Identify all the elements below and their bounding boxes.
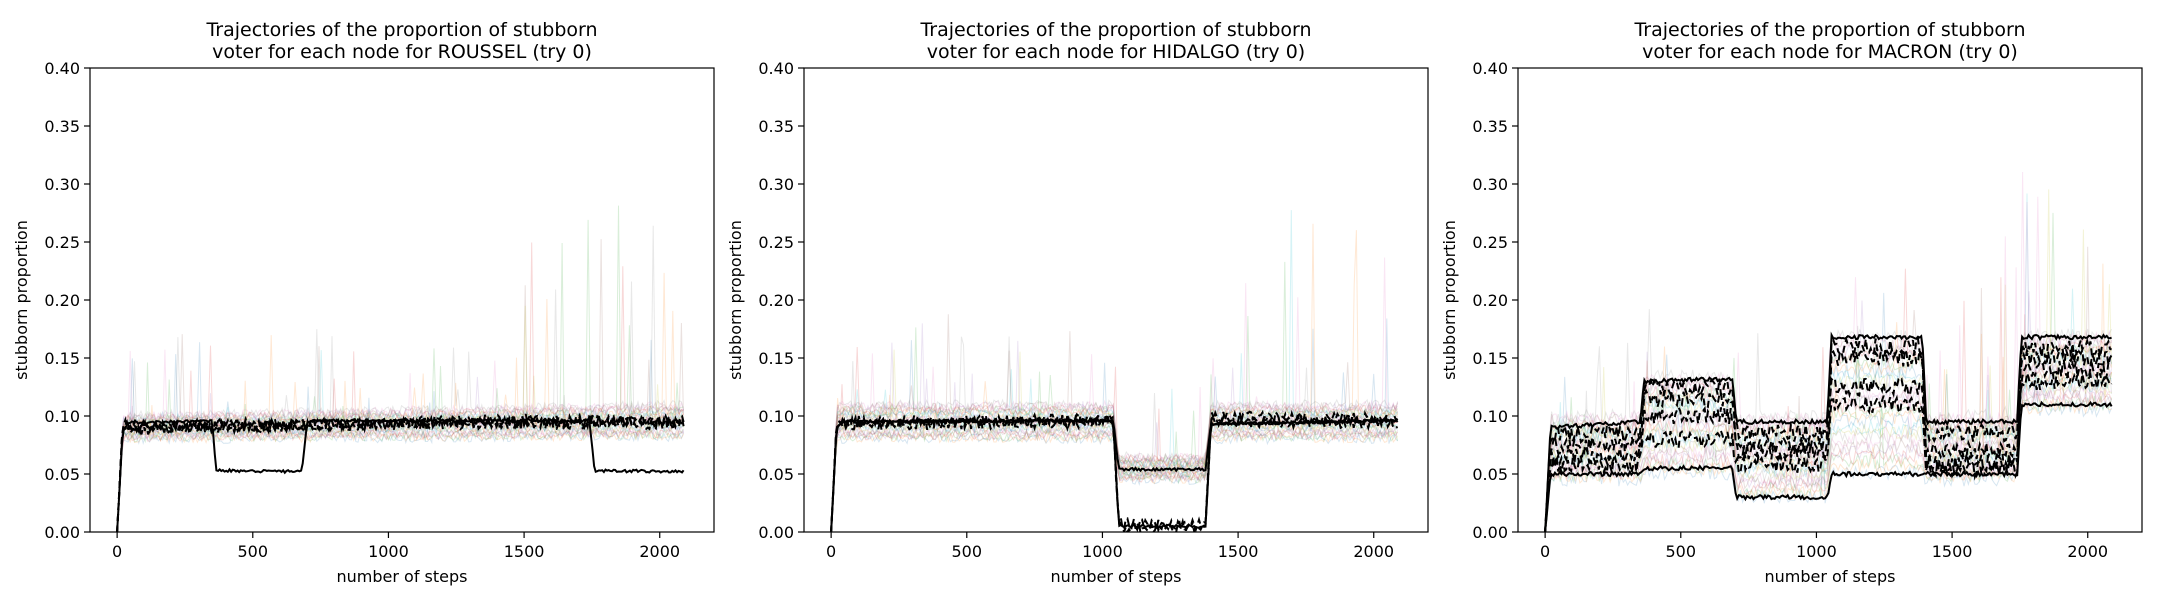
subplot-macron: Trajectories of the proportion of stubbo… <box>1440 19 2143 586</box>
plot-area <box>116 205 685 532</box>
y-tick-label: 0.20 <box>758 291 794 310</box>
x-tick-label: 1000 <box>1082 542 1123 561</box>
node-trajectory <box>116 376 684 532</box>
plot-area <box>830 210 1399 532</box>
mean-trajectory-dashed <box>116 413 685 532</box>
chart-title-line1: Trajectories of the proportion of stubbo… <box>1633 19 2025 41</box>
plot-area <box>1544 171 2113 532</box>
y-tick-label: 0.10 <box>758 407 794 426</box>
chart-title-line2: voter for each node for MACRON (try 0) <box>1642 41 2018 63</box>
node-trajectory <box>830 314 1399 532</box>
y-tick-label: 0.40 <box>1472 59 1508 78</box>
y-tick-label: 0.30 <box>44 175 80 194</box>
node-trajectory <box>116 358 684 532</box>
node-trajectory <box>116 225 685 532</box>
y-tick-label: 0.15 <box>1472 349 1508 368</box>
node-trajectory <box>116 393 684 532</box>
node-trajectory <box>830 336 1399 532</box>
x-tick-label: 0 <box>112 542 122 561</box>
y-tick-label: 0.35 <box>1472 117 1508 136</box>
chart-title-line2: voter for each node for HIDALGO (try 0) <box>927 41 1305 63</box>
x-axis-label: number of steps <box>337 567 468 586</box>
mean-trajectory-dashed <box>116 412 685 532</box>
chart-title-line1: Trajectories of the proportion of stubbo… <box>205 19 597 41</box>
x-tick-label: 1500 <box>1932 542 1973 561</box>
y-tick-label: 0.00 <box>44 523 80 542</box>
node-trajectory <box>830 261 1399 532</box>
mean-trajectory-solid <box>1544 331 2112 532</box>
y-tick-label: 0.40 <box>758 59 794 78</box>
mean-trajectory-dashed <box>830 409 1399 532</box>
x-axis-label: number of steps <box>1765 567 1896 586</box>
y-tick-label: 0.00 <box>758 523 794 542</box>
node-trajectory <box>116 205 684 532</box>
mean-trajectory-solid <box>1544 400 2113 532</box>
subplot-roussel: Trajectories of the proportion of stubbo… <box>12 19 715 586</box>
x-tick-label: 2000 <box>639 542 680 561</box>
axes-frame <box>89 67 715 533</box>
y-tick-label: 0.05 <box>758 465 794 484</box>
node-trajectory <box>116 272 685 532</box>
mean-trajectory-dashed <box>116 414 685 532</box>
y-tick-label: 0.20 <box>44 291 80 310</box>
x-tick-label: 0 <box>826 542 836 561</box>
mean-trajectory-dashed <box>1544 371 2113 532</box>
y-tick-label: 0.35 <box>44 117 80 136</box>
y-tick-label: 0.00 <box>1472 523 1508 542</box>
node-trajectory <box>116 365 684 532</box>
y-axis-label: stubborn proportion <box>726 220 745 380</box>
node-trajectory <box>116 334 684 532</box>
node-trajectory <box>116 281 685 532</box>
x-tick-label: 0 <box>1540 542 1550 561</box>
node-trajectory <box>116 242 685 532</box>
node-trajectory <box>116 351 684 532</box>
mean-trajectory-dashed <box>1544 335 2112 532</box>
node-trajectory <box>830 223 1398 532</box>
y-tick-label: 0.15 <box>758 349 794 368</box>
y-tick-label: 0.25 <box>1472 233 1508 252</box>
y-tick-label: 0.10 <box>1472 407 1508 426</box>
node-trajectory <box>116 242 684 532</box>
y-tick-label: 0.35 <box>758 117 794 136</box>
node-trajectory <box>116 357 685 532</box>
node-trajectory <box>116 360 685 532</box>
node-trajectory <box>830 346 1399 532</box>
x-tick-label: 2000 <box>1353 542 1394 561</box>
y-tick-label: 0.05 <box>1472 465 1508 484</box>
subplot-hidalgo: Trajectories of the proportion of stubbo… <box>726 19 1429 586</box>
node-trajectory <box>830 323 1399 532</box>
node-trajectory <box>116 339 685 532</box>
chart-title-line1: Trajectories of the proportion of stubbo… <box>919 19 1311 41</box>
y-tick-label: 0.30 <box>1472 175 1508 194</box>
x-tick-label: 2000 <box>2067 542 2108 561</box>
x-tick-label: 500 <box>1666 542 1697 561</box>
y-tick-label: 0.25 <box>44 233 80 252</box>
y-axis-label: stubborn proportion <box>12 220 31 380</box>
chart-title-line2: voter for each node for ROUSSEL (try 0) <box>212 41 592 63</box>
x-axis-label: number of steps <box>1051 567 1182 586</box>
x-tick-label: 1500 <box>1218 542 1259 561</box>
y-tick-label: 0.25 <box>758 233 794 252</box>
x-tick-label: 1000 <box>1796 542 1837 561</box>
y-tick-label: 0.05 <box>44 465 80 484</box>
node-trajectory <box>116 375 685 532</box>
x-tick-label: 500 <box>952 542 983 561</box>
y-tick-label: 0.15 <box>44 349 80 368</box>
x-tick-label: 500 <box>238 542 269 561</box>
y-axis-label: stubborn proportion <box>1440 220 1459 380</box>
node-trajectory <box>116 239 685 532</box>
node-trajectory <box>830 257 1399 532</box>
y-tick-label: 0.40 <box>44 59 80 78</box>
x-tick-label: 1500 <box>504 542 545 561</box>
node-trajectory <box>116 378 684 532</box>
node-trajectory <box>1544 367 2113 532</box>
y-tick-label: 0.30 <box>758 175 794 194</box>
x-tick-label: 1000 <box>368 542 409 561</box>
y-tick-label: 0.20 <box>1472 291 1508 310</box>
y-tick-label: 0.10 <box>44 407 80 426</box>
